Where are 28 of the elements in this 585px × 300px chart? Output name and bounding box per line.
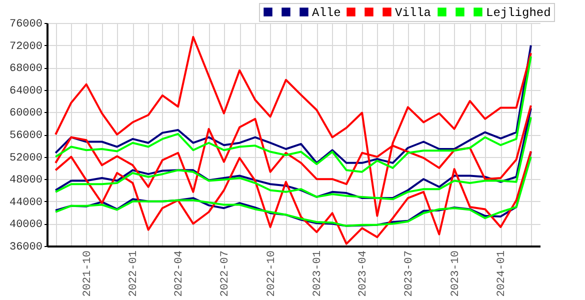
x-tick-label: 2022-10 [266,250,278,297]
x-tick-label: 2023-04 [358,250,370,297]
legend-label: Villa [395,6,432,20]
x-tick-label: 2021-10 [82,250,94,297]
y-tick-label: 40000 [9,219,42,232]
x-tick-label: 2023-01 [312,250,324,297]
x-tick-label: 2024-01 [496,250,508,297]
y-tick-label: 44000 [9,196,42,209]
x-tick-label: 2023-07 [403,250,416,297]
x-tick-label: 2022-04 [174,250,186,297]
y-tick-label: 64000 [9,85,42,98]
y-tick-label: 52000 [9,152,42,164]
legend-label: Lejlighed [486,6,551,20]
line-series [54,55,532,173]
line-series [54,150,532,245]
y-tick-label: 48000 [9,174,42,187]
legend-label: Alle [312,6,341,20]
y-tick-label: 36000 [9,242,42,254]
y-tick-label: 60000 [9,108,42,120]
y-tick-label: 56000 [9,130,42,142]
line-series [54,44,532,164]
y-tick-label: 72000 [9,40,42,53]
x-tick-label: 2023-10 [450,250,462,297]
y-tick-label: 76000 [9,18,42,30]
x-tick-label: 2022-07 [219,250,232,297]
line-series [54,36,532,217]
y-tick-label: 68000 [9,63,42,76]
x-tick-label: 2022-01 [128,250,140,297]
